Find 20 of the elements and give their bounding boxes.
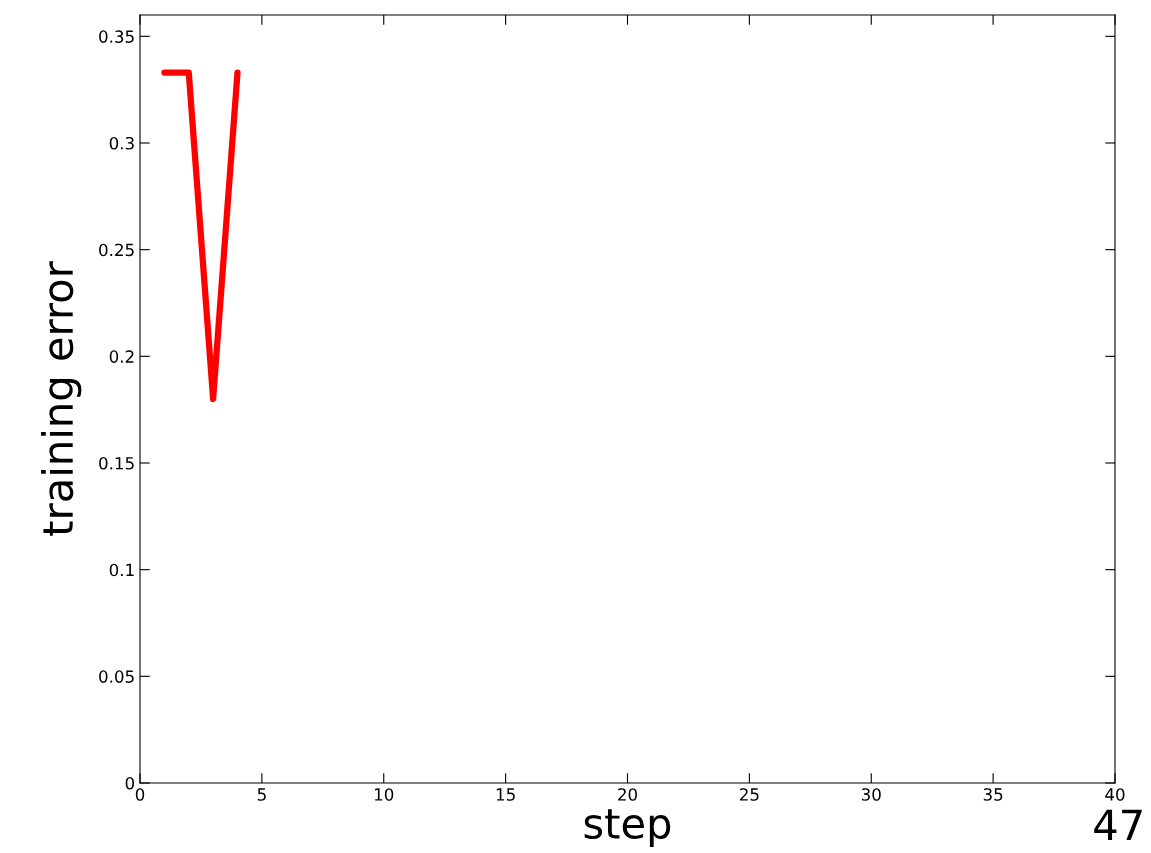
x-tick-label: 40 <box>1105 788 1125 801</box>
x-tick-label: 10 <box>374 788 394 801</box>
x-tick-label: 35 <box>983 788 1003 801</box>
text: 47 <box>1094 809 1142 841</box>
y-tick-label: 0.2 <box>109 350 134 363</box>
y-tick-label: 0.3 <box>109 136 134 150</box>
x-tick-label: 5 <box>257 788 266 801</box>
y-tick-label: 0.05 <box>99 670 134 683</box>
x-tick-label: 0 <box>135 788 145 801</box>
y-axis-title: training error <box>41 261 82 536</box>
y-tick-label: 0 <box>125 776 135 790</box>
x-tick-label: 30 <box>861 788 881 801</box>
y-tick-label: 0.25 <box>99 243 134 257</box>
x-tick-label: 15 <box>496 788 515 801</box>
x-tick-label: 25 <box>739 788 759 801</box>
x-axis-title: step <box>584 809 671 848</box>
y-tick-label: 0.15 <box>99 456 134 470</box>
y-tick-label: 0.1 <box>109 563 134 577</box>
y-tick-label: 0.35 <box>99 30 134 43</box>
x-tick-label: 20 <box>618 788 637 801</box>
